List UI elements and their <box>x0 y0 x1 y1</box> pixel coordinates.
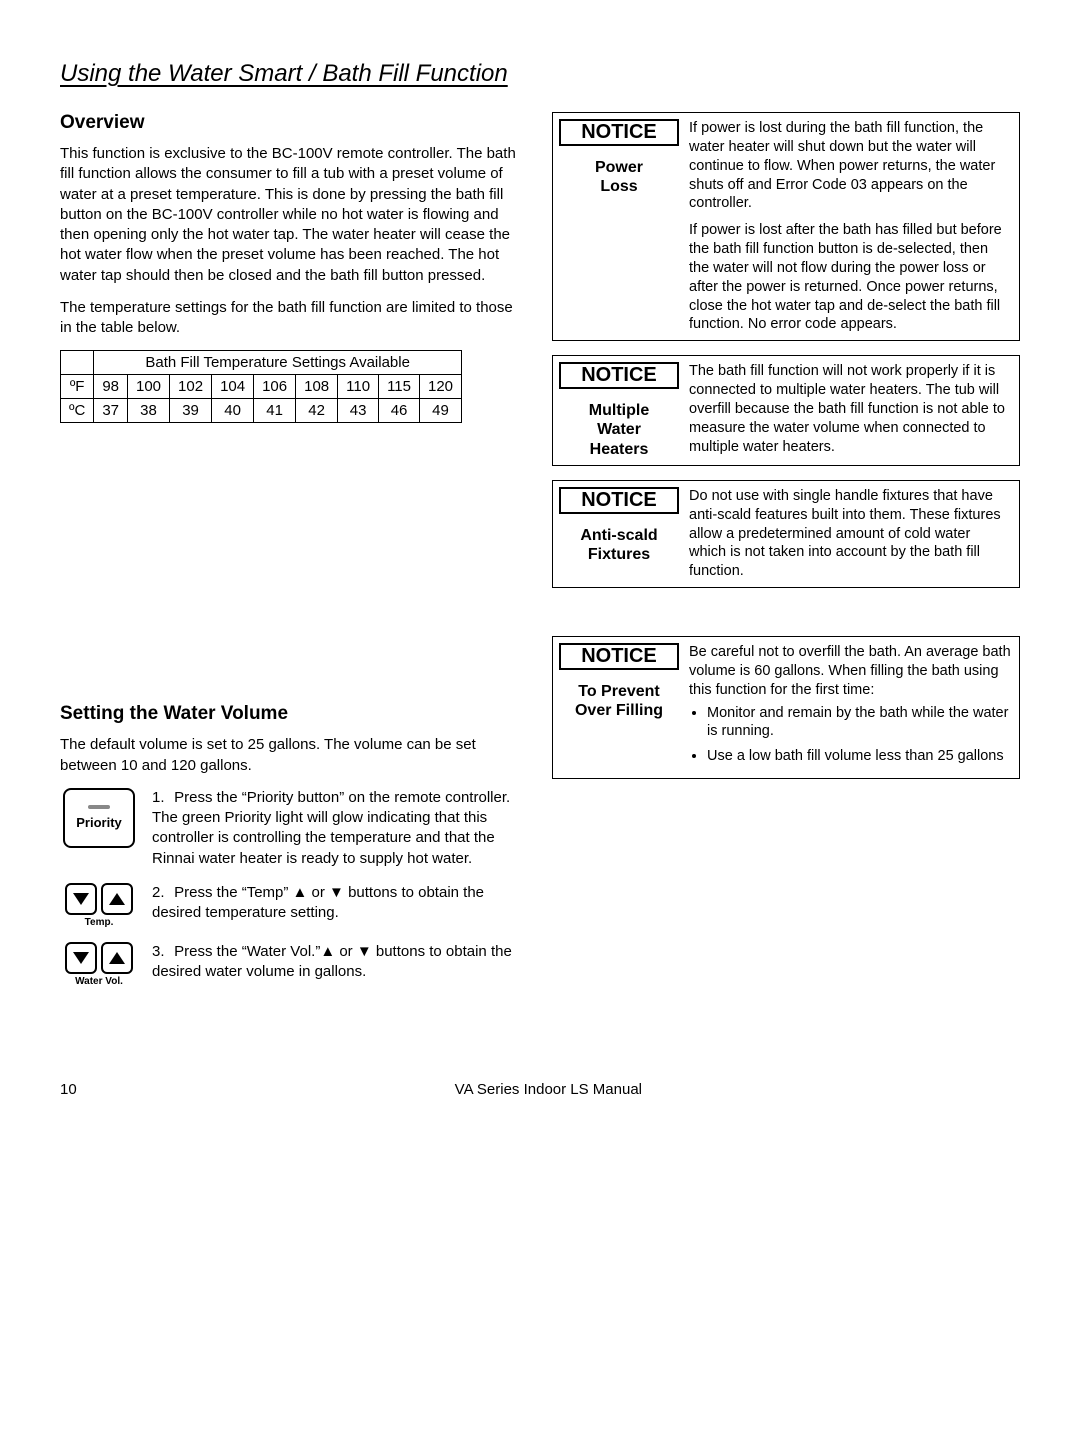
temp-label: Temp. <box>85 917 114 928</box>
notice-anti-scald-text: Do not use with single handle fixtures t… <box>685 481 1019 587</box>
down-button-icon <box>65 883 97 915</box>
left-column: Overview This function is exclusive to t… <box>60 112 528 1001</box>
step-3: Water Vol. 3. Press the “Water Vol.”▲ or… <box>60 942 528 987</box>
cell: 106 <box>254 375 296 399</box>
cell: 37 <box>94 399 128 423</box>
cell: 98 <box>94 375 128 399</box>
cell: 38 <box>128 399 170 423</box>
step-number: 2. <box>152 883 170 903</box>
down-button-icon <box>65 942 97 974</box>
table-row: ºF 98 100 102 104 106 108 110 115 120 <box>61 375 462 399</box>
footer-title: VA Series Indoor LS Manual <box>455 1081 642 1098</box>
notice-overfill-intro: Be careful not to overfill the bath. An … <box>689 643 1011 700</box>
page-footer: 10 VA Series Indoor LS Manual <box>60 1081 1020 1098</box>
step-1: Priority 1. Press the “Priority button” … <box>60 788 528 869</box>
right-column: NOTICE PowerLoss If power is lost during… <box>552 112 1020 1001</box>
step-number: 3. <box>152 942 170 962</box>
step-2-text: Press the “Temp” ▲ or ▼ buttons to obtai… <box>152 884 484 921</box>
watervol-buttons-icon: Water Vol. <box>60 942 138 987</box>
notice-overfill-bullet1: Monitor and remain by the bath while the… <box>707 704 1011 742</box>
page-number: 10 <box>60 1081 77 1098</box>
notice-multiple-text: The bath fill function will not work pro… <box>685 356 1019 465</box>
cell: 115 <box>379 375 420 399</box>
notice-label-anti-scald: Anti-scaldFixtures <box>580 526 657 564</box>
unit-f: ºF <box>61 375 94 399</box>
overview-heading: Overview <box>60 112 528 134</box>
priority-label: Priority <box>76 815 122 830</box>
notice-label-overfill: To PreventOver Filling <box>575 682 663 720</box>
cell: 110 <box>338 375 379 399</box>
up-button-icon <box>101 942 133 974</box>
step-1-text: Press the “Priority button” on the remot… <box>152 789 510 867</box>
notice-label-multiple: MultipleWaterHeaters <box>589 401 649 459</box>
priority-button-icon: Priority <box>60 788 138 848</box>
overview-para2: The temperature settings for the bath fi… <box>60 298 528 339</box>
step-2: Temp. 2. Press the “Temp” ▲ or ▼ buttons… <box>60 883 528 928</box>
cell: 46 <box>379 399 420 423</box>
cell: 43 <box>338 399 379 423</box>
step-3-text: Press the “Water Vol.”▲ or ▼ buttons to … <box>152 943 512 980</box>
overview-para1: This function is exclusive to the BC-100… <box>60 144 528 286</box>
cell: 100 <box>128 375 170 399</box>
step-number: 1. <box>152 788 170 808</box>
cell: 120 <box>420 375 462 399</box>
notice-power-loss-p2: If power is lost after the bath has fill… <box>689 221 1011 334</box>
page-title: Using the Water Smart / Bath Fill Functi… <box>60 60 1020 94</box>
cell: 104 <box>212 375 254 399</box>
notice-badge: NOTICE <box>559 487 679 514</box>
setting-volume-heading: Setting the Water Volume <box>60 703 528 725</box>
slot-icon <box>88 805 110 809</box>
setting-volume-intro: The default volume is set to 25 gallons.… <box>60 735 528 776</box>
unit-c: ºC <box>61 399 94 423</box>
notice-overfill: NOTICE To PreventOver Filling Be careful… <box>552 636 1020 779</box>
notice-power-loss: NOTICE PowerLoss If power is lost during… <box>552 112 1020 341</box>
table-row: ºC 37 38 39 40 41 42 43 46 49 <box>61 399 462 423</box>
notice-label-power-loss: PowerLoss <box>595 158 643 196</box>
notice-badge: NOTICE <box>559 362 679 389</box>
cell: 49 <box>420 399 462 423</box>
cell: 108 <box>296 375 338 399</box>
temp-buttons-icon: Temp. <box>60 883 138 928</box>
up-button-icon <box>101 883 133 915</box>
notice-anti-scald: NOTICE Anti-scaldFixtures Do not use wit… <box>552 480 1020 588</box>
cell: 40 <box>212 399 254 423</box>
temp-table: Bath Fill Temperature Settings Available… <box>60 350 462 423</box>
notice-badge: NOTICE <box>559 119 679 146</box>
notice-overfill-bullet2: Use a low bath fill volume less than 25 … <box>707 747 1011 766</box>
cell: 42 <box>296 399 338 423</box>
notice-badge: NOTICE <box>559 643 679 670</box>
notice-multiple-heaters: NOTICE MultipleWaterHeaters The bath fil… <box>552 355 1020 466</box>
temp-table-caption: Bath Fill Temperature Settings Available <box>94 351 462 375</box>
cell: 41 <box>254 399 296 423</box>
notice-power-loss-p1: If power is lost during the bath fill fu… <box>689 119 1011 213</box>
temp-table-blank <box>61 351 94 375</box>
cell: 39 <box>170 399 212 423</box>
cell: 102 <box>170 375 212 399</box>
watervol-label: Water Vol. <box>75 976 123 987</box>
